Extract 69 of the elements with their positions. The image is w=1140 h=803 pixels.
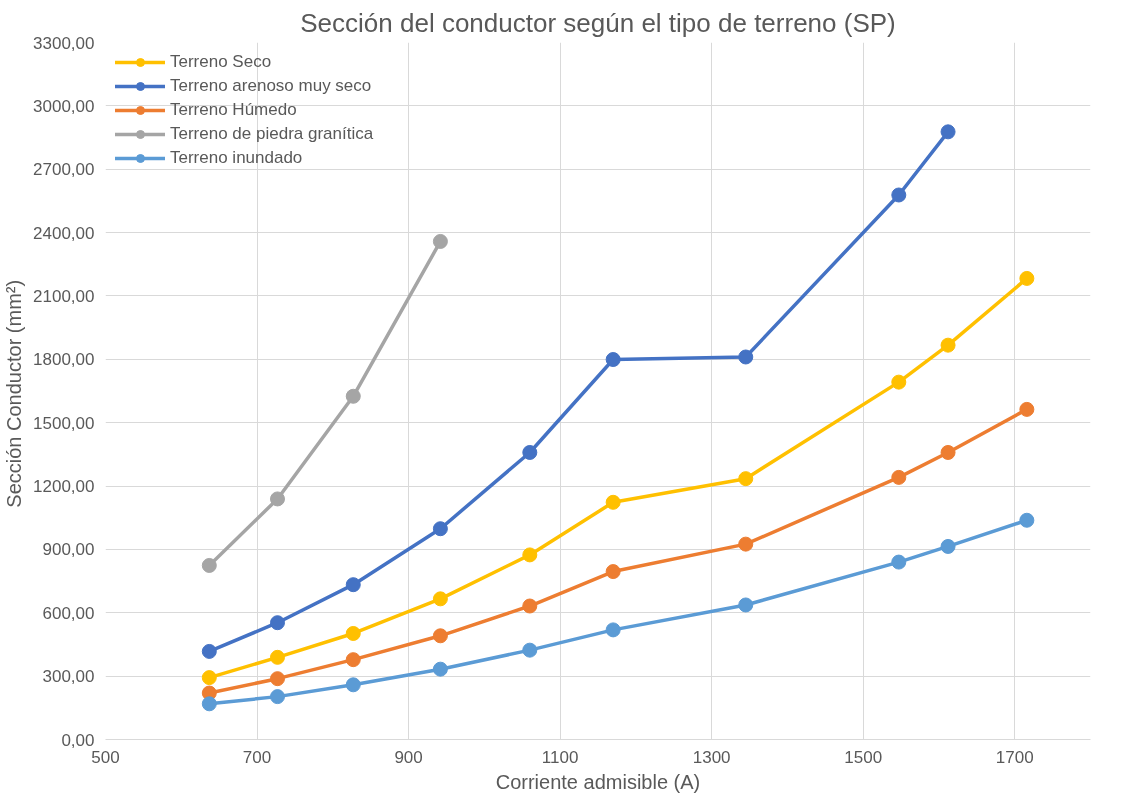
y-tick-label: 900,00	[42, 540, 95, 560]
point	[891, 374, 907, 390]
point	[432, 628, 448, 644]
y-axis-title: Sección Conductor (mm²)	[3, 279, 26, 508]
point	[1019, 270, 1035, 286]
legend-label: Terreno arenoso muy seco	[170, 76, 372, 96]
x-tick-label: 700	[242, 747, 272, 767]
y-tick-label: 1800,00	[33, 350, 95, 370]
point	[345, 577, 361, 593]
legend-label: Terreno inundado	[170, 148, 303, 168]
x-tick-label: 1500	[844, 747, 883, 767]
y-tick-label: 3300,00	[33, 33, 95, 53]
point	[940, 337, 956, 353]
y-tick-label: 2700,00	[33, 160, 95, 180]
point	[940, 444, 956, 460]
y-tick-label: 1500,00	[33, 413, 95, 433]
point	[738, 597, 754, 613]
point	[432, 521, 448, 537]
point	[522, 547, 538, 563]
point	[1019, 512, 1035, 528]
x-tick-label: 1700	[995, 747, 1034, 767]
point	[738, 536, 754, 552]
point	[270, 649, 285, 665]
point	[345, 677, 361, 693]
point	[201, 557, 217, 573]
point	[940, 538, 956, 554]
point	[270, 671, 285, 687]
y-tick-label: 600,00	[42, 603, 95, 623]
point	[605, 494, 621, 510]
y-tick-label: 300,00	[42, 667, 95, 687]
point	[891, 469, 907, 485]
point	[201, 670, 217, 686]
x-tick-label: 500	[91, 747, 120, 767]
point	[605, 352, 621, 368]
legend-label: Terreno Seco	[170, 52, 272, 72]
point	[522, 642, 538, 658]
point	[522, 598, 538, 614]
y-tick-label: 2100,00	[33, 286, 95, 306]
y-tick-label: 3000,00	[33, 96, 95, 116]
point	[891, 187, 907, 203]
point	[345, 625, 361, 641]
point	[940, 124, 956, 140]
point	[522, 444, 538, 460]
legend-label: Terreno Húmedo	[170, 100, 297, 120]
point	[270, 491, 285, 507]
point	[738, 349, 754, 365]
x-tick-label: 900	[394, 747, 423, 767]
point	[432, 233, 448, 249]
x-tick-label: 1300	[692, 747, 731, 767]
y-tick-label: 1200,00	[33, 477, 95, 497]
point	[605, 622, 621, 638]
point	[432, 661, 448, 677]
point	[605, 564, 621, 580]
point	[201, 643, 217, 659]
point	[345, 652, 361, 668]
x-axis-title: Corriente admisible (A)	[495, 770, 701, 793]
legend-label: Terreno de piedra granítica	[170, 124, 374, 144]
point	[345, 388, 361, 404]
x-tick-label: 1100	[541, 747, 579, 767]
point	[270, 689, 285, 705]
point	[891, 554, 907, 570]
y-tick-label: 2400,00	[33, 223, 95, 243]
point	[738, 471, 754, 487]
point	[432, 591, 448, 607]
y-tick-label: 0,00	[61, 730, 95, 750]
point	[270, 615, 285, 631]
point	[201, 696, 217, 712]
chart-title: Sección del conductor según el tipo de terreno (SP)	[300, 7, 896, 38]
point	[1019, 401, 1035, 417]
